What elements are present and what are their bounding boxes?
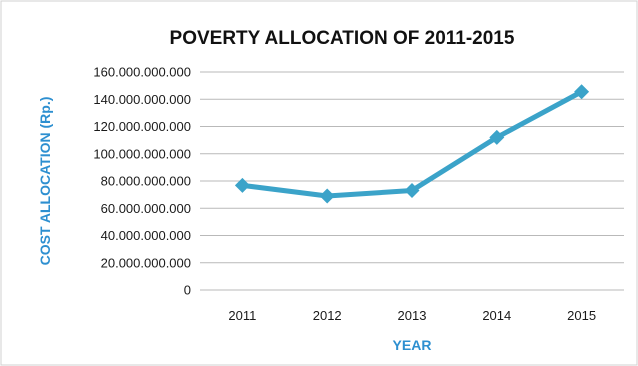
y-tick-label: 80.000.000.000	[101, 174, 191, 189]
x-axis-title: YEAR	[393, 337, 432, 353]
y-tick-label: 20.000.000.000	[101, 255, 191, 270]
x-tick-label: 2011	[228, 308, 256, 323]
y-tick-label: 60.000.000.000	[101, 201, 191, 216]
data-point-marker	[489, 129, 505, 145]
y-axis-title: COST ALLOCATION (Rp.)	[37, 97, 53, 266]
y-tick-label: 40.000.000.000	[101, 228, 191, 243]
y-tick-label: 100.000.000.000	[93, 146, 191, 161]
x-tick-label: 2015	[567, 308, 596, 323]
y-tick-label: 0	[184, 283, 191, 298]
x-tick-label: 2013	[398, 308, 427, 323]
y-tick-label: 160.000.000.000	[93, 65, 191, 80]
series-layer	[234, 84, 590, 204]
y-tick-label: 120.000.000.000	[93, 119, 191, 134]
x-tick-label: 2012	[313, 308, 342, 323]
x-tick-labels: 2011 2012 2013 2014 2015	[228, 308, 596, 323]
gridlines	[200, 71, 624, 291]
y-tick-labels: 0 20.000.000.000 40.000.000.000 60.000.000.…	[93, 65, 191, 298]
x-tick-label: 2014	[482, 308, 511, 323]
chart-title: POVERTY ALLOCATION OF 2011-2015	[170, 28, 515, 49]
data-point-marker	[234, 177, 250, 193]
data-point-marker	[319, 188, 335, 204]
y-tick-label: 140.000.000.000	[93, 92, 191, 107]
data-point-marker	[404, 183, 420, 199]
data-point-marker	[574, 84, 590, 100]
